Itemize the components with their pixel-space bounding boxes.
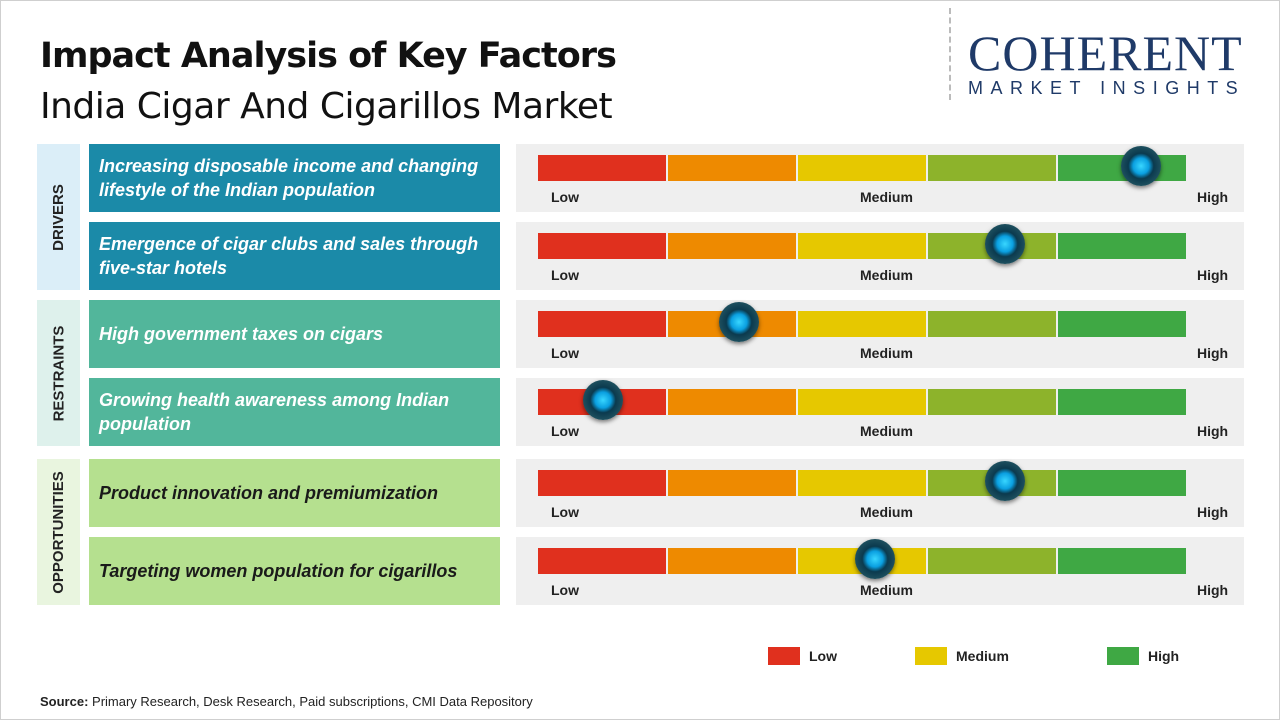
- segment-medium-high: [928, 311, 1056, 337]
- scale-low-label: Low: [551, 189, 579, 205]
- scale-low-label: Low: [551, 423, 579, 439]
- legend-swatch: [915, 647, 947, 665]
- scale-high-label: High: [1197, 345, 1229, 361]
- segment-medium: [798, 389, 926, 415]
- page-title: Impact Analysis of Key Factors: [40, 36, 617, 76]
- impact-scale: [538, 389, 1186, 415]
- impact-scale: [538, 548, 1186, 574]
- segment-medium-high: [928, 155, 1056, 181]
- segment-low: [538, 233, 666, 259]
- scale-medium-label: Medium: [860, 345, 913, 361]
- impact-meter: Low Medium High: [516, 144, 1244, 212]
- segment-low-medium: [668, 233, 796, 259]
- segment-high: [1058, 233, 1186, 259]
- segment-low: [538, 155, 666, 181]
- impact-meter: Low Medium High: [516, 378, 1244, 446]
- impact-meter: Low Medium High: [516, 300, 1244, 368]
- segment-low-medium: [668, 470, 796, 496]
- page-subtitle: India Cigar And Cigarillos Market: [40, 86, 613, 127]
- impact-marker: [984, 224, 1025, 264]
- segment-low-medium: [668, 548, 796, 574]
- factor-label: Targeting women population for cigarillo…: [89, 537, 500, 605]
- segment-low: [538, 470, 666, 496]
- segment-medium: [798, 470, 926, 496]
- impact-marker: [718, 302, 759, 342]
- scale-high-label: High: [1197, 582, 1229, 598]
- scale-medium-label: Medium: [860, 189, 913, 205]
- scale-low-label: Low: [551, 345, 579, 361]
- scale-high-label: High: [1197, 423, 1229, 439]
- legend-item: Low: [768, 647, 837, 665]
- segment-medium: [798, 155, 926, 181]
- scale-low-label: Low: [551, 582, 579, 598]
- factor-label: Product innovation and premiumization: [89, 459, 500, 527]
- scale-low-label: Low: [551, 267, 579, 283]
- impact-scale: [538, 311, 1186, 337]
- legend-item: Medium: [915, 647, 1009, 665]
- scale-medium-label: Medium: [860, 423, 913, 439]
- impact-meter: Low Medium High: [516, 459, 1244, 527]
- segment-high: [1058, 311, 1186, 337]
- segment-medium-high: [928, 389, 1056, 415]
- impact-marker: [984, 461, 1025, 501]
- segment-high: [1058, 548, 1186, 574]
- impact-marker: [854, 539, 895, 579]
- scale-medium-label: Medium: [860, 582, 913, 598]
- legend-swatch: [768, 647, 800, 665]
- section-opportunities: OPPORTUNITIES: [37, 459, 80, 605]
- scale-medium-label: Medium: [860, 504, 913, 520]
- segment-medium: [798, 311, 926, 337]
- impact-meter: Low Medium High: [516, 222, 1244, 290]
- impact-marker: [1120, 146, 1161, 186]
- scale-low-label: Low: [551, 504, 579, 520]
- factor-label: Growing health awareness among Indian po…: [89, 378, 500, 446]
- section-restraints: RESTRAINTS: [37, 300, 80, 446]
- impact-scale: [538, 155, 1186, 181]
- segment-low: [538, 311, 666, 337]
- segment-low-medium: [668, 389, 796, 415]
- scale-high-label: High: [1197, 267, 1229, 283]
- scale-high-label: High: [1197, 504, 1229, 520]
- segment-high: [1058, 470, 1186, 496]
- logo-main: COHERENT: [968, 25, 1243, 81]
- segment-medium: [798, 233, 926, 259]
- factor-label: High government taxes on cigars: [89, 300, 500, 368]
- segment-low: [538, 548, 666, 574]
- source: Source: Primary Research, Desk Research,…: [40, 694, 533, 709]
- legend-item: High: [1107, 647, 1179, 665]
- legend-swatch: [1107, 647, 1139, 665]
- impact-marker: [582, 380, 623, 420]
- factor-label: Emergence of cigar clubs and sales throu…: [89, 222, 500, 290]
- divider: [949, 8, 951, 100]
- impact-scale: [538, 233, 1186, 259]
- factor-label: Increasing disposable income and changin…: [89, 144, 500, 212]
- section-drivers: DRIVERS: [37, 144, 80, 290]
- logo-sub: MARKET INSIGHTS: [968, 78, 1246, 98]
- scale-high-label: High: [1197, 189, 1229, 205]
- impact-scale: [538, 470, 1186, 496]
- segment-medium-high: [928, 548, 1056, 574]
- scale-medium-label: Medium: [860, 267, 913, 283]
- segment-high: [1058, 389, 1186, 415]
- impact-meter: Low Medium High: [516, 537, 1244, 605]
- logo: COHERENT MARKET INSIGHTS: [968, 28, 1263, 99]
- segment-low-medium: [668, 155, 796, 181]
